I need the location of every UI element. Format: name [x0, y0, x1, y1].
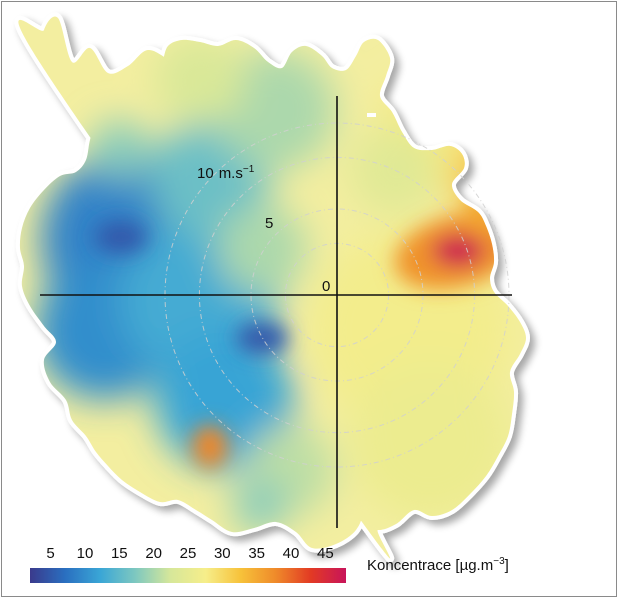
field-patch — [155, 35, 245, 125]
field-patch — [217, 205, 307, 295]
colorbar-label-exponent: −3 — [493, 556, 505, 567]
colorbar-tick-label: 20 — [145, 545, 162, 562]
colorbar-label: Koncentrace [µg.m−3] — [367, 556, 509, 574]
radial-label-0: 0 — [322, 278, 330, 295]
colorbar-tick-label: 35 — [248, 545, 265, 562]
hotspot-2 — [191, 424, 228, 469]
north-tick — [367, 113, 376, 117]
colorbar-tick-label: 10 — [77, 545, 94, 562]
colorbar-tick-label: 5 — [46, 545, 54, 562]
colorbar-label-unit: g.m — [468, 557, 493, 574]
radial-unit: m.s — [219, 165, 243, 182]
colorbar-label-main: Koncentrace [ — [367, 557, 460, 574]
hotspot-4 — [95, 221, 147, 254]
field-patch — [155, 330, 295, 470]
field-patch — [350, 125, 440, 215]
radial-label-10-value: 10 — [197, 165, 214, 182]
colorbar-label-close: ] — [505, 557, 509, 574]
colorbar-tick-label: 30 — [214, 545, 231, 562]
radial-unit-exponent: −1 — [243, 164, 255, 175]
colorbar-tick-label: 40 — [283, 545, 300, 562]
colorbar-tick-label: 15 — [111, 545, 128, 562]
colorbar-gradient — [30, 568, 346, 583]
colorbar-label-mu: µ — [460, 557, 469, 574]
hotspot-0 — [432, 234, 485, 267]
colorbar-tick-label: 25 — [180, 545, 197, 562]
colorbar-tick-label: 45 — [317, 545, 334, 562]
field-patch — [232, 477, 288, 533]
colorbar: 5 10 15 20 25 30 35 40 45 Koncentrace [µg.m−3] — [30, 545, 509, 583]
radial-labels: 0 5 10 m.s−1 — [197, 164, 330, 295]
radial-label-10: 10 m.s−1 — [197, 164, 255, 182]
radial-label-5: 5 — [265, 215, 273, 232]
field-patch — [90, 120, 150, 180]
